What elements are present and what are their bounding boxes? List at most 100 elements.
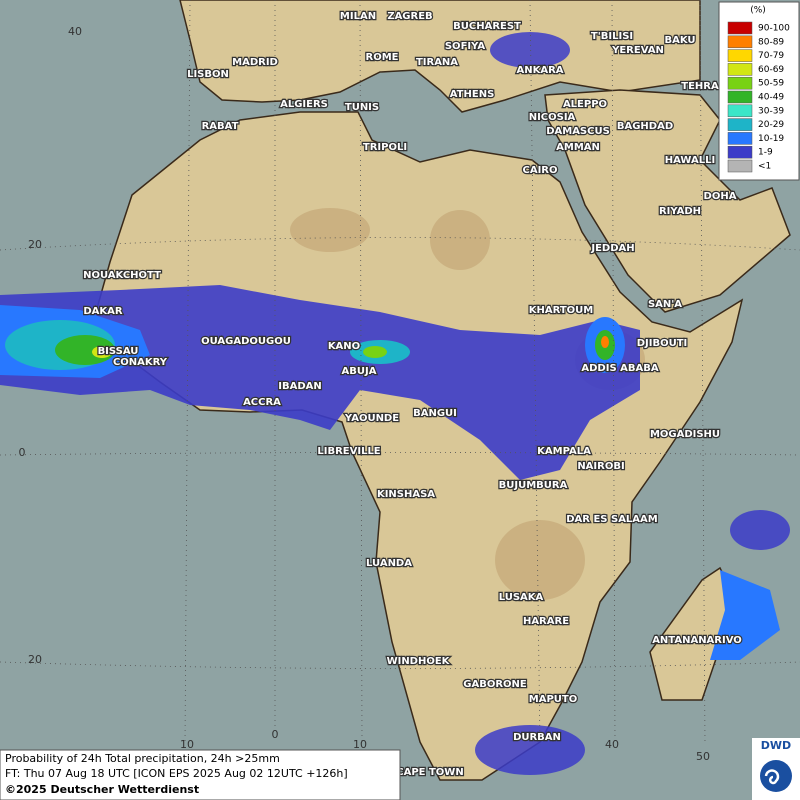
- city-label: MILAN: [340, 11, 376, 22]
- legend-label: 20-29: [758, 120, 784, 130]
- legend-swatch: [727, 63, 753, 76]
- city-label: CONAKRY: [113, 357, 168, 368]
- city-label: HAWALLI: [665, 155, 715, 166]
- city-label: ABUJA: [342, 366, 377, 377]
- madagascar: [649, 566, 737, 701]
- legend-label: 80-89: [758, 37, 784, 47]
- legend-label: 30-39: [758, 106, 784, 116]
- copyright: ©2025 Deutscher Wetterdienst: [5, 783, 199, 796]
- city-label: NICOSIA: [529, 112, 576, 123]
- cities: MILAN ZAGREB BUCHAREST T'BILISI BAKU MADRID RO…: [82, 10, 743, 780]
- longitude-label: 10: [180, 738, 194, 751]
- city-label: SOFIYA: [445, 41, 486, 52]
- legend-label: 70-79: [758, 51, 784, 61]
- precip-cell: [490, 32, 570, 68]
- logo-text: DWD: [761, 739, 791, 752]
- city-label: BAGHDAD: [617, 121, 673, 132]
- precip-cell: [92, 346, 112, 358]
- city-label: ADDIS ABABA: [581, 363, 658, 374]
- city-label: DAKAR: [83, 306, 123, 317]
- footer-box: [0, 749, 401, 800]
- highland: [495, 520, 585, 600]
- city-label: BUCHAREST: [453, 21, 521, 32]
- precip-madagascar: [710, 570, 780, 660]
- city-label: SAN'A: [648, 299, 682, 310]
- highland: [430, 210, 490, 270]
- city-label: BANGUI: [413, 408, 457, 419]
- legend-swatch: [727, 76, 753, 90]
- city-label: NAIROBI: [577, 461, 624, 472]
- legend-label: 40-49: [758, 93, 784, 103]
- meridian: [611, 0, 616, 746]
- legend-swatch: [727, 104, 753, 118]
- legend-swatch: [727, 159, 753, 173]
- city-label: ATHENS: [450, 89, 495, 100]
- city-label: MOGADISHU: [650, 429, 720, 440]
- city-label: TUNIS: [345, 102, 379, 113]
- legend-label: <1: [758, 162, 771, 172]
- footer: Probability of 24h Total precipitation, …: [0, 749, 401, 800]
- land: [95, 0, 791, 781]
- city-label: ROME: [366, 52, 399, 63]
- city-label: T'BILISI: [591, 31, 633, 42]
- city-label: NOUAKCHOTT: [83, 270, 161, 281]
- city-label: KINSHASA: [377, 489, 435, 500]
- longitude-label: 0: [272, 728, 279, 741]
- meridian: [699, 0, 706, 746]
- parallel: [0, 452, 800, 456]
- city-label: MADRID: [232, 57, 278, 68]
- europe: [179, 0, 701, 113]
- parallel: [0, 237, 800, 251]
- precip-cell: [730, 510, 790, 550]
- meridian: [529, 0, 541, 746]
- city-label: TIRANA: [416, 57, 458, 68]
- city-label: YEREVAN: [611, 45, 664, 56]
- longitude-label: 10: [353, 738, 367, 751]
- city-label: CAPE TOWN: [396, 767, 463, 778]
- precip-cell: [363, 346, 387, 358]
- latitude-label: 20: [28, 238, 42, 251]
- city-label: BISSAU: [98, 346, 139, 357]
- city-label: JEDDAH: [590, 243, 634, 254]
- graticule: [0, 0, 800, 746]
- city-label: DURBAN: [513, 732, 561, 743]
- city-label: BAKU: [664, 35, 695, 46]
- city-label: DAR ES SALAAM: [566, 514, 658, 525]
- legend-swatch: [727, 118, 753, 131]
- precip-band: [0, 285, 640, 480]
- legend-label: 60-69: [758, 65, 784, 75]
- legend-label: 90-100: [758, 24, 790, 34]
- city-label: IBADAN: [278, 381, 322, 392]
- city-label: RIYADH: [659, 206, 701, 217]
- city-label: LUSAKA: [499, 592, 544, 603]
- city-label: DJIBOUTI: [637, 338, 688, 349]
- city-label: ALGIERS: [280, 99, 328, 110]
- highland: [290, 208, 370, 252]
- logo-swirl: [764, 769, 780, 785]
- logo-icon: [760, 760, 792, 792]
- city-label: TRIPOLI: [363, 142, 407, 153]
- city-label: MAPUTO: [529, 694, 577, 705]
- meridian: [359, 0, 363, 746]
- city-label: OUAGADOUGOU: [201, 336, 291, 347]
- legend-swatch: [727, 145, 753, 159]
- city-label: DOHA: [704, 191, 737, 202]
- precipitation: [0, 32, 790, 775]
- city-label: KAMPALA: [537, 446, 591, 457]
- city-label: RABAT: [202, 121, 239, 132]
- city-label: LISBON: [187, 69, 229, 80]
- city-label: ALEPPO: [563, 99, 607, 110]
- city-label: HARARE: [523, 616, 569, 627]
- precip-cell: [601, 336, 609, 348]
- footer-line: FT: Thu 07 Aug 18 UTC [ICON EPS 2025 Aug…: [5, 767, 348, 780]
- grid-labels: 40 20 0 20 10 0 10 40 50: [19, 25, 711, 763]
- precip-cell: [475, 725, 585, 775]
- meridian: [184, 0, 191, 746]
- city-label: CAIRO: [523, 165, 558, 176]
- city-label: WINDHOEK: [387, 656, 451, 667]
- city-label: LUANDA: [366, 558, 412, 569]
- parallel: [0, 661, 800, 669]
- city-label: LIBREVILLE: [317, 446, 380, 457]
